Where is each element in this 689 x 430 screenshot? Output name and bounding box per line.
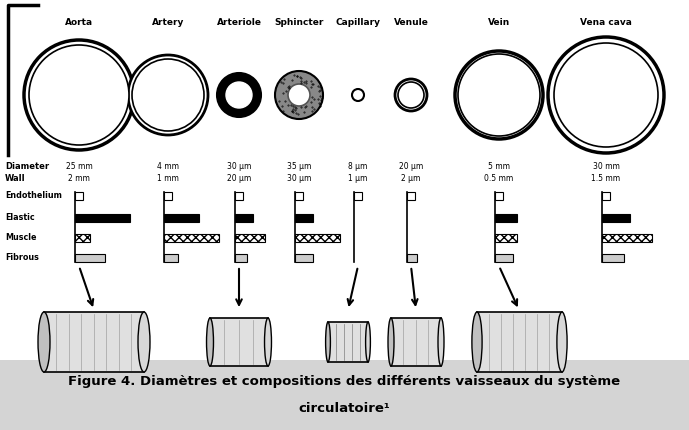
Text: 20 μm: 20 μm (227, 174, 251, 183)
Text: Endothelium: Endothelium (5, 191, 62, 200)
Bar (295, 214, 313, 222)
Circle shape (275, 71, 323, 119)
Text: 1 mm: 1 mm (157, 174, 179, 183)
Circle shape (226, 82, 252, 108)
Ellipse shape (557, 312, 567, 372)
Bar (602, 254, 624, 262)
Bar (235, 214, 253, 222)
Text: Capillary: Capillary (336, 18, 380, 27)
Bar (235, 192, 243, 200)
Bar (407, 254, 417, 262)
Text: Elastic: Elastic (5, 214, 34, 222)
Circle shape (217, 73, 261, 117)
Ellipse shape (138, 312, 150, 372)
Circle shape (29, 45, 129, 145)
Text: Vena cava: Vena cava (580, 18, 632, 27)
Text: Sphincter: Sphincter (274, 18, 324, 27)
Circle shape (554, 43, 658, 147)
Bar (495, 214, 517, 222)
Text: 1 μm: 1 μm (349, 174, 368, 183)
Bar (602, 214, 630, 222)
Ellipse shape (472, 312, 482, 372)
Text: 0.5 mm: 0.5 mm (484, 174, 513, 183)
Text: Artery: Artery (152, 18, 184, 27)
Bar (495, 192, 503, 200)
Ellipse shape (366, 322, 371, 362)
Bar (477, 312, 562, 372)
Bar (164, 192, 172, 200)
Text: Figure 4. Diamètres et compositions des différents vaisseaux du système: Figure 4. Diamètres et compositions des … (68, 375, 620, 388)
Bar (407, 192, 415, 200)
Circle shape (288, 84, 310, 106)
Bar (235, 254, 247, 262)
Bar (164, 214, 199, 222)
Text: 2 mm: 2 mm (68, 174, 90, 183)
Circle shape (128, 55, 208, 135)
Text: circulatoire¹: circulatoire¹ (298, 402, 390, 415)
Ellipse shape (265, 318, 271, 366)
Text: 35 μm: 35 μm (287, 162, 311, 171)
Bar (210, 318, 268, 366)
Text: Venule: Venule (393, 18, 429, 27)
Circle shape (24, 40, 134, 150)
Bar (75, 192, 83, 200)
Bar (164, 254, 178, 262)
Circle shape (352, 89, 364, 101)
Bar (391, 318, 441, 366)
Text: 2 μm: 2 μm (401, 174, 421, 183)
Bar (295, 254, 313, 262)
Circle shape (458, 54, 540, 136)
Ellipse shape (438, 318, 444, 366)
Text: 8 μm: 8 μm (349, 162, 368, 171)
Bar (75, 234, 90, 242)
Text: 30 μm: 30 μm (227, 162, 251, 171)
Text: Arteriole: Arteriole (216, 18, 262, 27)
Circle shape (455, 51, 543, 139)
Circle shape (395, 79, 427, 111)
Circle shape (132, 59, 204, 131)
Text: Diameter: Diameter (5, 162, 49, 171)
Text: Wall: Wall (5, 174, 25, 183)
Bar (44, 312, 144, 372)
Circle shape (548, 37, 664, 153)
Text: 25 mm: 25 mm (65, 162, 92, 171)
Ellipse shape (38, 312, 50, 372)
Bar (75, 254, 105, 262)
Text: 20 μm: 20 μm (399, 162, 423, 171)
Text: 4 mm: 4 mm (157, 162, 179, 171)
Ellipse shape (388, 318, 394, 366)
Bar (328, 322, 368, 362)
Bar (495, 254, 513, 262)
Bar (354, 192, 362, 200)
Bar (164, 234, 219, 242)
Text: Vein: Vein (488, 18, 510, 27)
Text: Muscle: Muscle (5, 233, 37, 243)
Bar (75, 214, 130, 222)
Circle shape (398, 82, 424, 108)
Text: Aorta: Aorta (65, 18, 93, 27)
Bar (602, 192, 610, 200)
Text: Fibrous: Fibrous (5, 254, 39, 262)
Ellipse shape (207, 318, 214, 366)
Bar (235, 234, 265, 242)
Text: 30 mm: 30 mm (593, 162, 619, 171)
Text: 5 mm: 5 mm (488, 162, 510, 171)
Ellipse shape (326, 322, 331, 362)
Bar (602, 234, 652, 242)
Text: 30 μm: 30 μm (287, 174, 311, 183)
Bar (295, 192, 303, 200)
Bar (495, 234, 517, 242)
Text: 1.5 mm: 1.5 mm (591, 174, 621, 183)
Bar (0, 360, 689, 430)
Bar (295, 234, 340, 242)
